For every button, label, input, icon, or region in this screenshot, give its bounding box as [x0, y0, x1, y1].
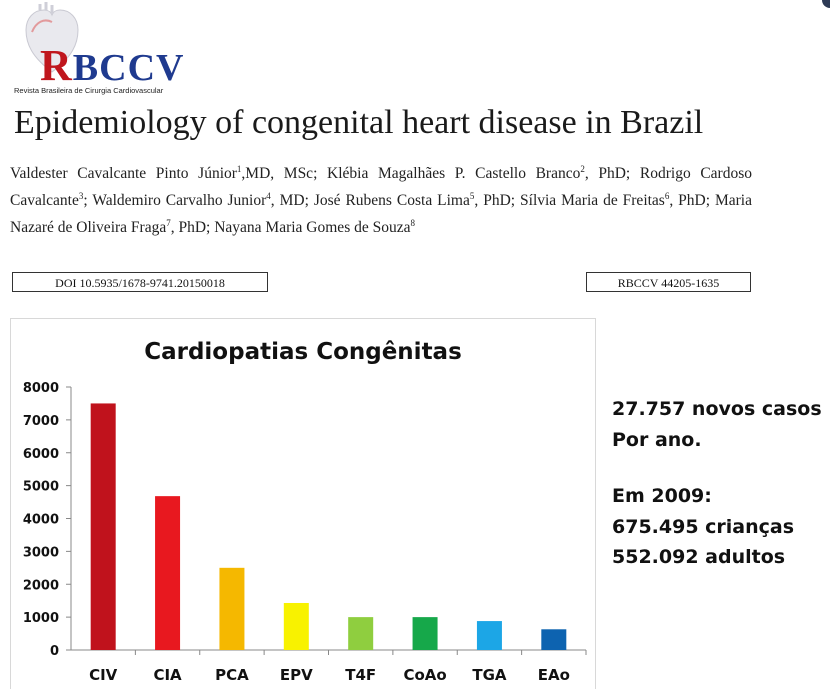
stat-adults: 552.092 adultos [612, 546, 786, 568]
y-tick-label: 4000 [23, 513, 59, 528]
author-affiliation-number: 1 [236, 164, 242, 174]
author-name: José Rubens Costa Lima [313, 192, 470, 210]
y-tick-label: 6000 [23, 447, 59, 462]
journal-logo: RBCCV Revista Brasileira de Cirurgia Car… [12, 2, 192, 98]
doi-label: DOI 10.5935/1678-9741.20150018 [12, 272, 268, 292]
paper-title: Epidemiology of congenital heart disease… [14, 104, 704, 141]
x-tick-label: TGA [472, 666, 507, 684]
bar-epv [283, 602, 309, 650]
x-tick-label: PCA [215, 666, 249, 684]
bar-pca [219, 567, 245, 650]
bar-civ [90, 403, 116, 650]
bar-coao [412, 617, 438, 650]
chart-title: Cardiopatias Congênitas [144, 339, 462, 365]
author-affiliation-number: 4 [266, 191, 271, 202]
x-tick-label: EAo [538, 666, 570, 684]
x-tick-label: CIV [89, 666, 118, 684]
author-affiliation-number: 6 [664, 191, 670, 202]
author-degree: , PhD; [474, 192, 521, 210]
x-tick-label: CoAo [403, 666, 446, 684]
x-tick-label: T4F [345, 666, 376, 684]
stat-children: 675.495 crianças [612, 515, 795, 538]
y-tick-label: 0 [50, 644, 59, 659]
bar-chart: Cardiopatias Congênitas 0 1000 2000 3000 400… [23, 339, 587, 684]
author-name: Sílvia Maria de Freitas [520, 192, 665, 210]
author-affiliation-number: 3 [78, 191, 84, 202]
author-degree: , PhD; [669, 192, 715, 210]
x-tick-label: CIA [153, 666, 182, 684]
y-tick-label: 1000 [23, 611, 59, 626]
heart-logo-icon [25, 2, 79, 73]
stat-new-cases: 27.757 novos casos [612, 398, 822, 420]
author-degree: , PhD; [584, 165, 640, 183]
author-degree: ; [83, 192, 93, 210]
author-name: Maria Nazaré de Oliveira Fraga [10, 192, 752, 237]
article-code-label: RBCCV 44205-1635 [586, 272, 751, 292]
y-tick-label: 3000 [23, 545, 59, 560]
stats-spacer [612, 455, 822, 481]
y-tick-label: 2000 [23, 578, 59, 593]
author-affiliation-number: 5 [469, 191, 475, 202]
author-name: Klébia Magalhães P. Castello Branco [327, 165, 581, 183]
stat-per-year: Por ano. [612, 428, 702, 451]
author-degree: , PhD; [170, 219, 215, 237]
stat-year-2009: Em 2009: [612, 485, 712, 507]
author-name: Valdester Cavalcante Pinto Júnior [10, 165, 237, 183]
author-list: Valdester Cavalcante Pinto Júnior1,MD, M… [10, 158, 752, 239]
bar-tga [476, 621, 502, 650]
author-name: Rodrigo Cardoso Cavalcante [10, 165, 752, 210]
author-name: Waldemiro Carvalho Junior [92, 192, 267, 210]
chart-bars [90, 403, 567, 650]
author-affiliation-number: 7 [166, 218, 171, 229]
window-corner-indicator [822, 0, 830, 8]
chart-panel: Cardiopatias Congênitas 0 1000 2000 3000 400… [10, 318, 596, 689]
y-tick-label: 8000 [23, 381, 59, 396]
logo-wordmark: RBCCV [40, 41, 185, 90]
x-tick-label: EPV [280, 666, 313, 684]
logo-subtitle: Revista Brasileira de Cirurgia Cardiovas… [14, 86, 164, 95]
bar-eao [541, 629, 567, 650]
author-affiliation-number: 2 [580, 164, 585, 174]
author-degree: , MD; [270, 192, 314, 210]
y-tick-label: 7000 [23, 414, 59, 429]
author-affiliation-number: 8 [410, 218, 415, 229]
author-degree: ,MD, MSc; [241, 165, 328, 183]
statistics-summary: 27.757 novos casos Por ano. Em 2009: 675… [612, 394, 822, 573]
bar-t4f [348, 617, 374, 650]
y-tick-label: 5000 [23, 480, 59, 495]
bar-cia [155, 496, 181, 650]
author-name: Nayana Maria Gomes de Souza [214, 219, 411, 237]
